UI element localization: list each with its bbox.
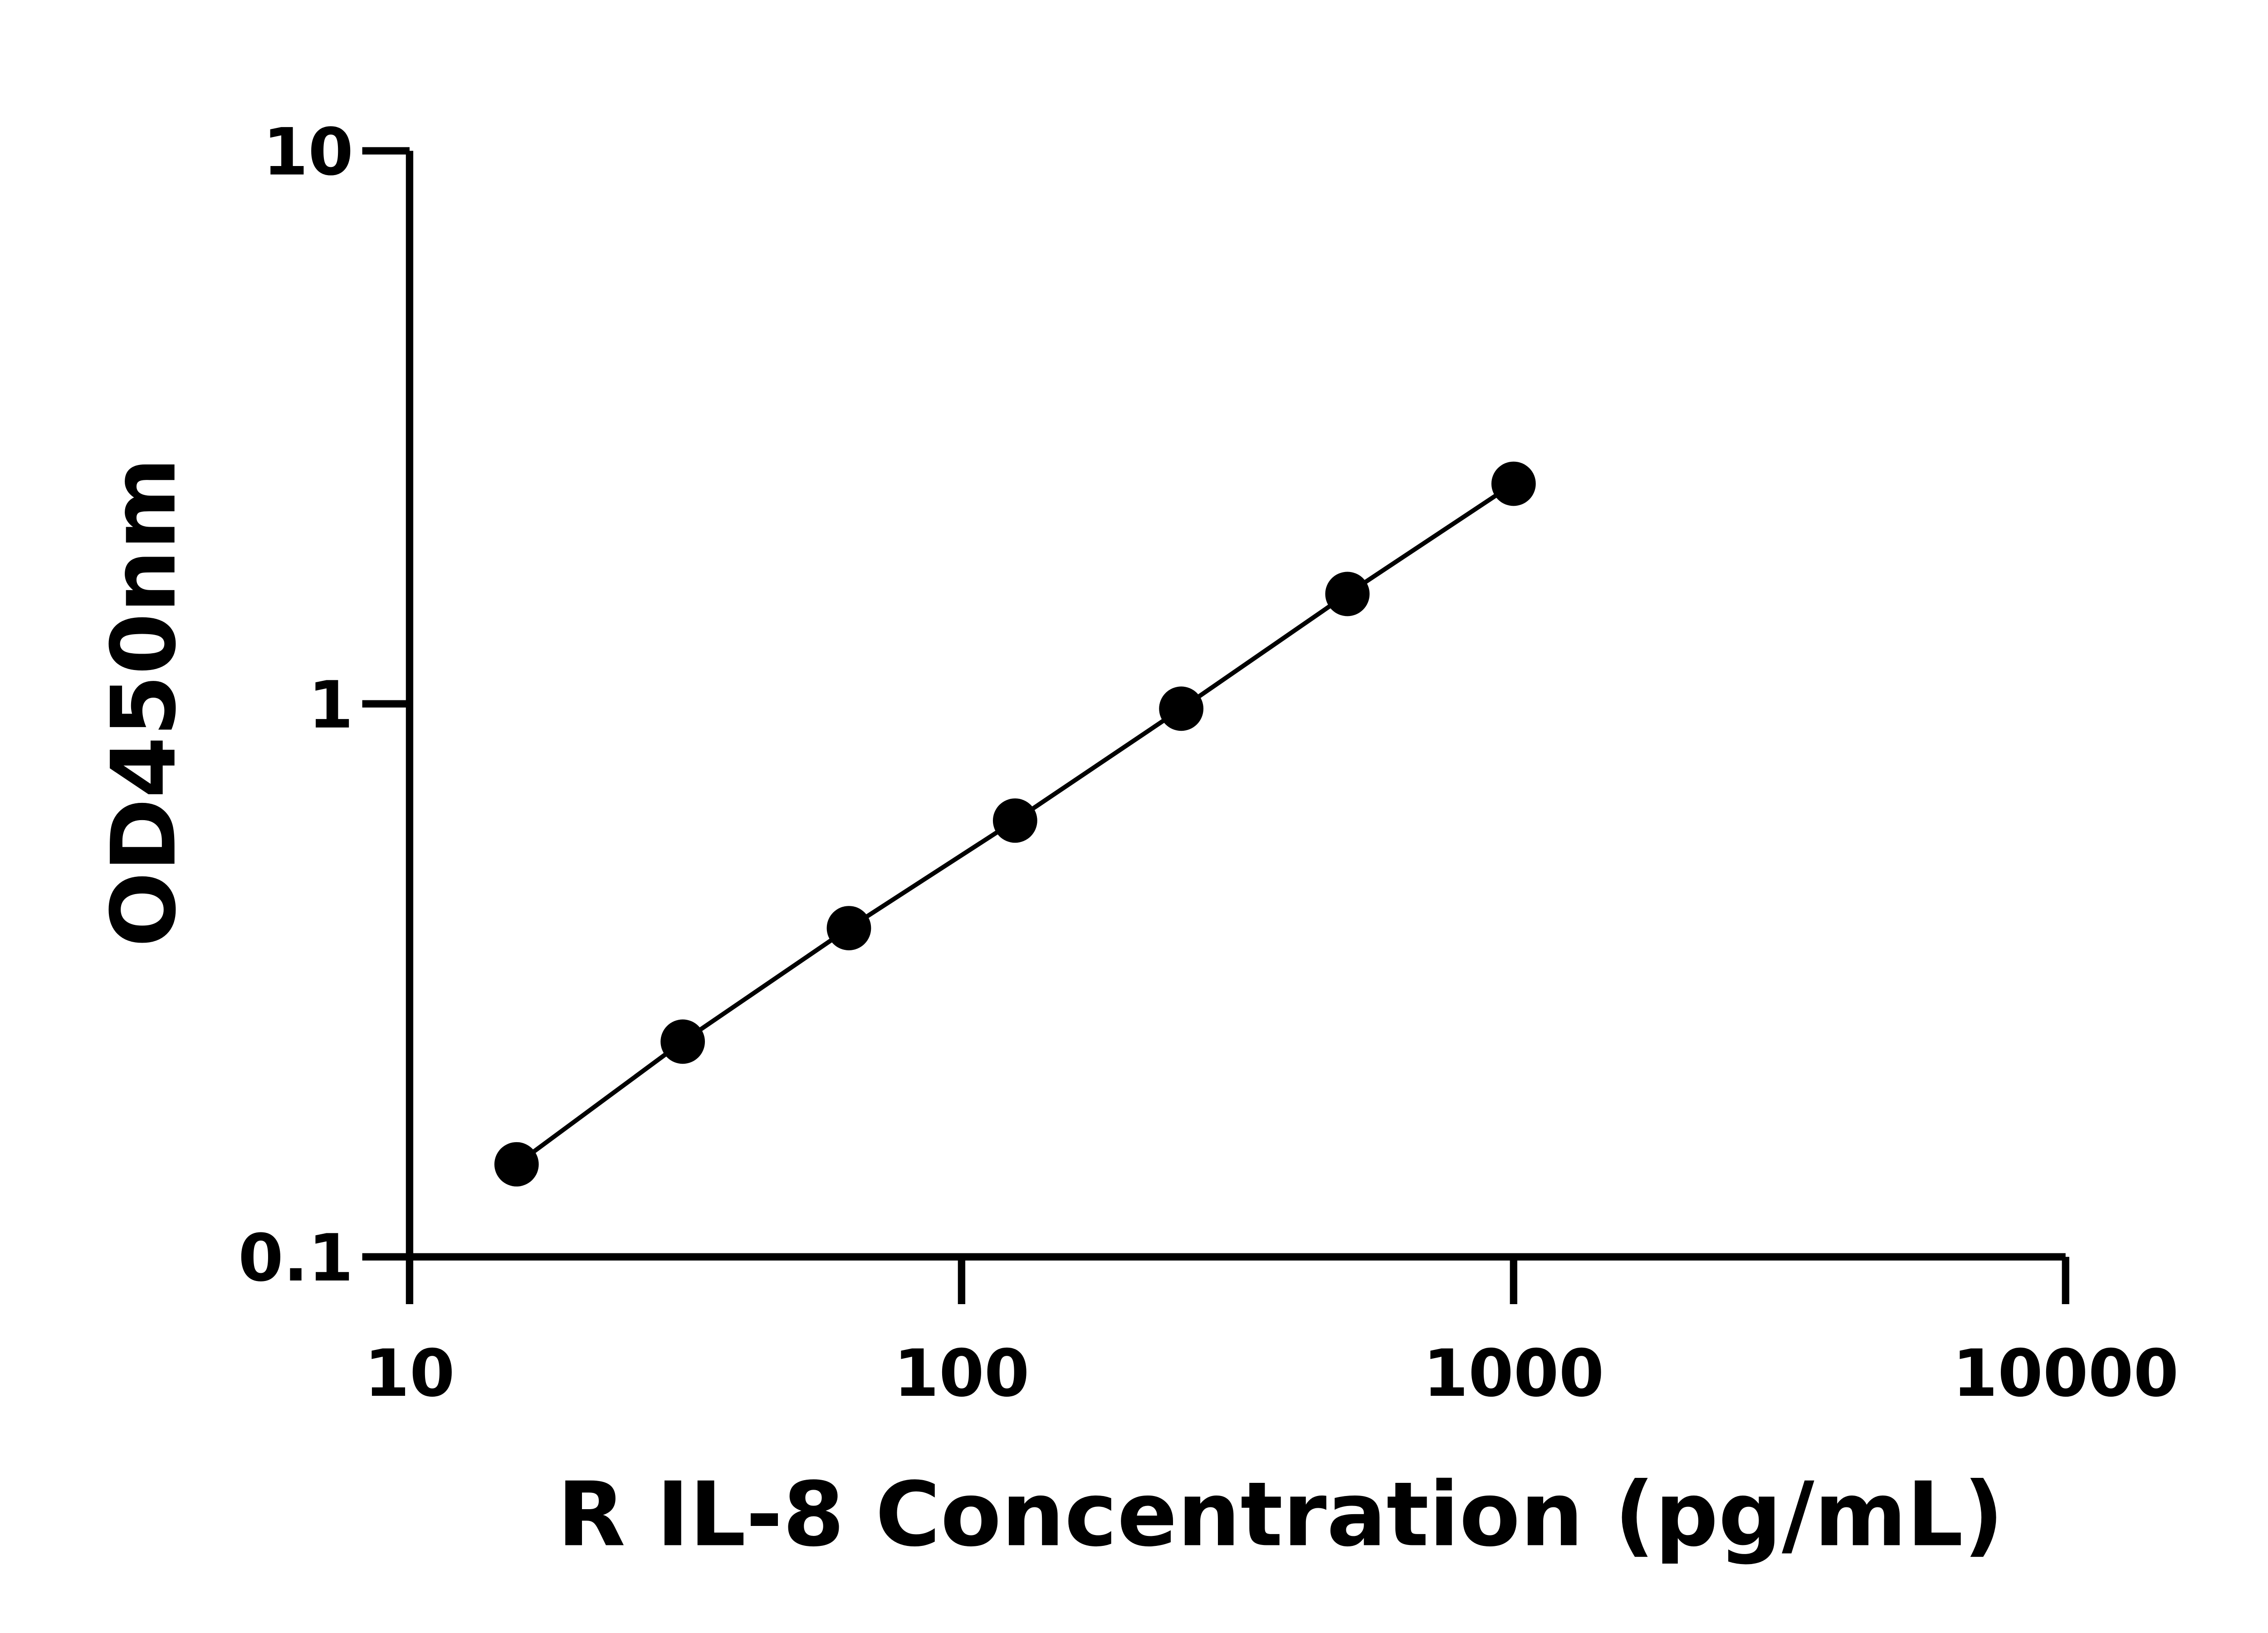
x-axis-title: R IL-8 Concentration (pg/mL) xyxy=(557,1463,2004,1566)
data-point xyxy=(1325,572,1370,616)
x-tick-label: 1000 xyxy=(1423,1335,1604,1411)
data-point xyxy=(494,1142,539,1187)
data-point xyxy=(660,1019,705,1064)
data-point xyxy=(826,906,871,950)
data-point xyxy=(1491,461,1536,506)
data-point xyxy=(1159,686,1204,731)
y-tick-label: 0.1 xyxy=(238,1220,353,1296)
y-axis-title: OD450nm xyxy=(93,457,196,947)
x-tick-label: 10 xyxy=(364,1335,455,1411)
data-point xyxy=(992,798,1037,843)
y-tick-label: 10 xyxy=(263,114,353,190)
x-tick-label: 10000 xyxy=(1952,1335,2179,1411)
y-tick-label: 1 xyxy=(308,667,353,743)
x-tick-label: 100 xyxy=(894,1335,1029,1411)
